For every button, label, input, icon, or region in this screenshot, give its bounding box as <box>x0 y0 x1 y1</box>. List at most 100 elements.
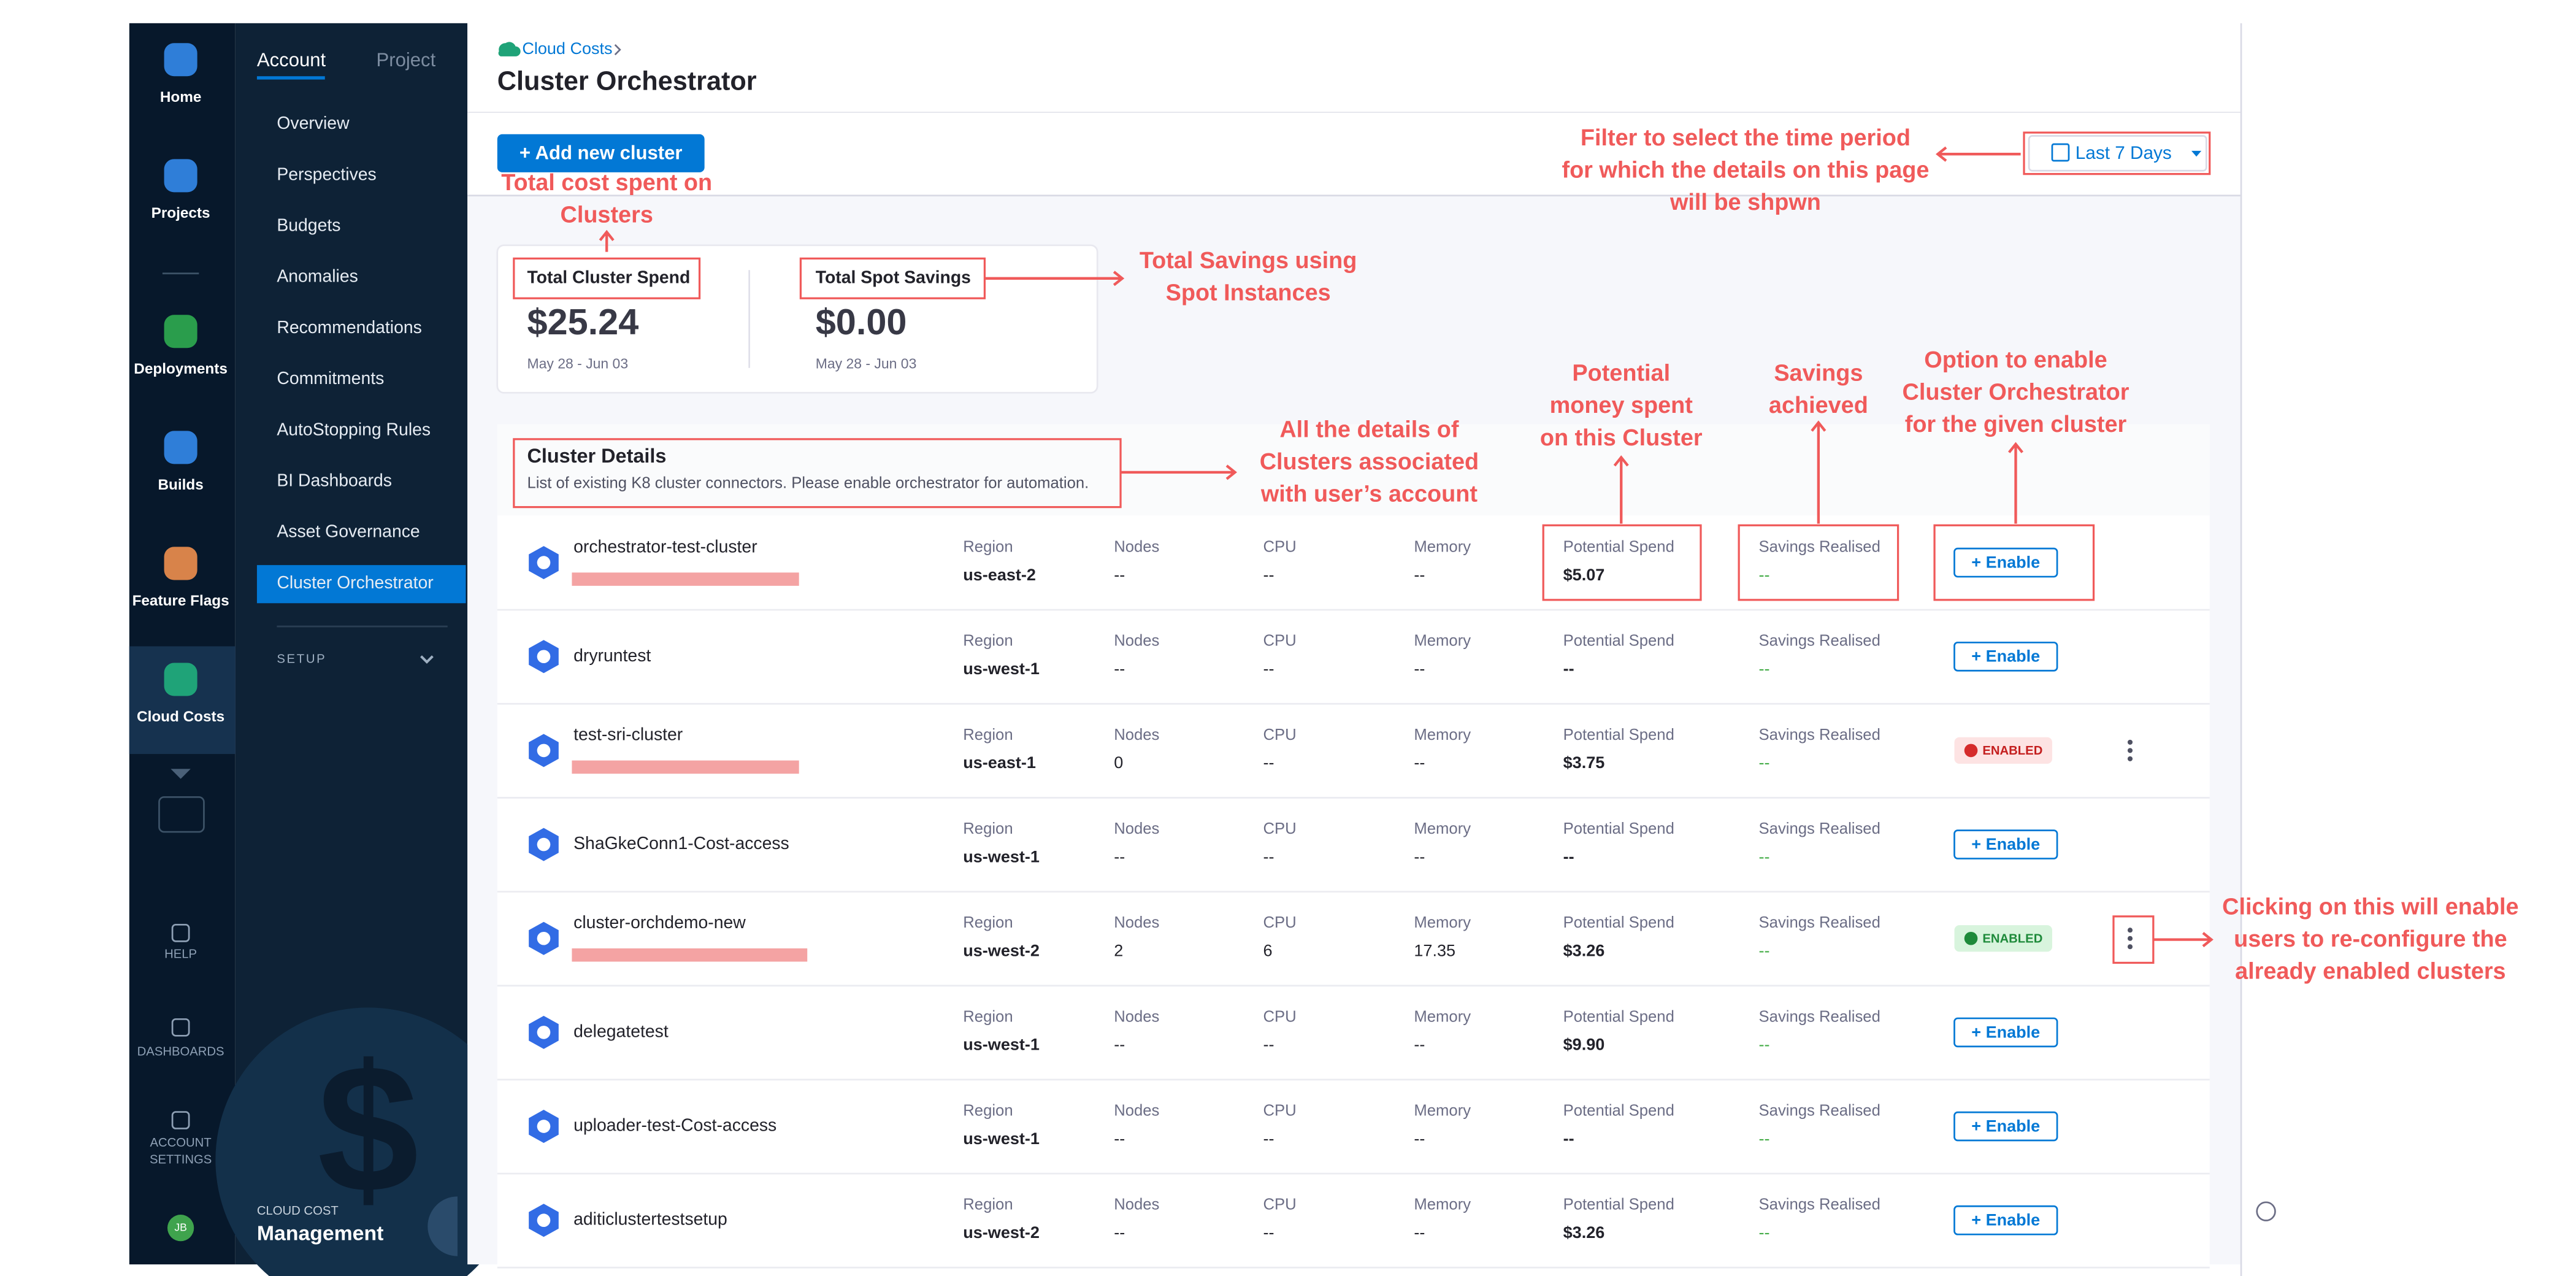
row-menu-dot[interactable] <box>2127 739 2133 745</box>
nav-label[interactable]: Builds <box>158 477 203 493</box>
cluster-name[interactable]: test-sri-cluster <box>573 725 683 745</box>
nav-label[interactable]: Feature Flags <box>132 593 229 609</box>
row-menu-dot[interactable] <box>2127 944 2133 950</box>
cell-value: -- <box>1414 659 1425 678</box>
subnav-item[interactable]: Overview <box>277 113 350 133</box>
enable-label[interactable]: + Enable <box>1971 835 2040 853</box>
subnav-section[interactable]: SETUP <box>277 652 326 666</box>
enable-label[interactable]: + Enable <box>1971 1117 2040 1136</box>
cell-value: -- <box>1114 1036 1125 1054</box>
nav-icon[interactable] <box>164 159 197 193</box>
cluster-name[interactable]: ShaGkeConn1-Cost-access <box>573 834 789 853</box>
enable-label[interactable]: + Enable <box>1971 1211 2040 1229</box>
column-label: CPU <box>1263 1008 1296 1025</box>
nav-icon[interactable] <box>171 1111 190 1129</box>
column-label: CPU <box>1263 914 1296 931</box>
row-menu-dot[interactable] <box>2127 936 2133 941</box>
subnav-item[interactable]: Recommendations <box>277 318 422 337</box>
nav-icon[interactable] <box>164 431 197 464</box>
column-label: Memory <box>1414 726 1471 744</box>
subnav-item[interactable]: Cluster Orchestrator <box>277 573 433 593</box>
annotation-arrow <box>2153 932 2214 948</box>
add-cluster-label[interactable]: + Add new cluster <box>519 142 683 163</box>
nav-label[interactable]: Deployments <box>134 361 228 377</box>
nav-label[interactable]: DASHBOARDS <box>137 1045 224 1059</box>
annotation-box <box>1933 524 2095 601</box>
module-grid[interactable] <box>158 796 205 833</box>
avatar-initials[interactable]: JB <box>174 1221 186 1233</box>
nav-label[interactable]: HELP <box>164 947 197 961</box>
cluster-row: orchestrator-test-cluster Region us-east-2… <box>497 537 2210 611</box>
column-label: Region <box>963 1196 1013 1213</box>
nav-label[interactable]: Cloud Costs <box>137 709 224 725</box>
nav-icon[interactable] <box>164 547 197 580</box>
cell-value: -- <box>1414 847 1425 866</box>
cluster-name[interactable]: aditiclustertestsetup <box>573 1210 727 1229</box>
subnav-item[interactable]: BI Dashboards <box>277 471 392 491</box>
column-label: Potential Spend <box>1563 632 1674 650</box>
enable-label[interactable]: + Enable <box>1971 1023 2040 1041</box>
enable-label[interactable]: + Enable <box>1971 553 2040 572</box>
row-menu-dot[interactable] <box>2127 748 2133 753</box>
nav-label[interactable]: Projects <box>151 205 210 221</box>
cluster-name[interactable]: orchestrator-test-cluster <box>573 537 757 556</box>
nav-icon[interactable] <box>171 923 190 942</box>
nav-label[interactable]: ACCOUNT <box>150 1136 212 1150</box>
cluster-name[interactable]: dryruntest <box>573 646 651 666</box>
cluster-icon-inner <box>537 1213 551 1228</box>
nav-icon[interactable] <box>164 43 197 77</box>
nav-label[interactable]: Home <box>160 89 202 106</box>
cluster-name[interactable]: cluster-orchdemo-new <box>573 913 746 932</box>
annotation: Total Savings using <box>1140 248 1357 274</box>
subnav-item[interactable]: Perspectives <box>277 164 376 184</box>
nav-label[interactable]: SETTINGS <box>150 1153 212 1166</box>
enable-button[interactable] <box>1953 641 2058 672</box>
cell-value: $9.90 <box>1563 1036 1605 1054</box>
column-label: Savings Realised <box>1759 1008 1880 1025</box>
add-cluster-button[interactable] <box>497 134 705 172</box>
time-filter[interactable] <box>2028 135 2207 172</box>
subnav-item[interactable]: Commitments <box>277 369 384 388</box>
column-label: Nodes <box>1114 1008 1159 1025</box>
cluster-name[interactable]: delegatetest <box>573 1021 669 1041</box>
cluster-name[interactable]: uploader-test-Cost-access <box>573 1116 776 1136</box>
cluster-row: dryruntest Region us-west-1 Nodes -- CPU -- Mem… <box>497 632 2210 705</box>
time-filter-label[interactable]: Last 7 Days <box>2076 143 2172 163</box>
calendar-icon <box>2051 143 2070 162</box>
cell-value: -- <box>1114 1129 1125 1148</box>
cell-value: -- <box>1563 847 1574 866</box>
annotation: Clicking on this will enable <box>2222 894 2518 920</box>
column-label: Region <box>963 632 1013 650</box>
subnav-item[interactable]: Budgets <box>277 216 340 236</box>
row-menu-dot[interactable] <box>2127 928 2133 933</box>
subnav-tab[interactable]: Account <box>257 49 326 71</box>
subnav-tab[interactable]: Project <box>377 49 436 71</box>
summary-card <box>496 244 1098 394</box>
enable-button[interactable] <box>1953 547 2058 578</box>
subnav-item[interactable]: Asset Governance <box>277 522 420 542</box>
cell-value: $3.26 <box>1563 942 1605 960</box>
enable-button[interactable] <box>1953 1205 2058 1236</box>
column-label: Memory <box>1414 820 1471 837</box>
nav-more[interactable] <box>171 769 191 779</box>
nav-icon[interactable] <box>164 663 197 696</box>
annotation: Clusters associated <box>1260 449 1479 475</box>
subnav-item[interactable]: Anomalies <box>277 267 358 286</box>
enable-button[interactable] <box>1953 1111 2058 1142</box>
chat-icon[interactable] <box>2256 1201 2276 1221</box>
nav-icon[interactable] <box>171 1018 190 1037</box>
subnav-item[interactable]: AutoStopping Rules <box>277 420 431 439</box>
cell-value: $3.75 <box>1563 753 1605 772</box>
annotation-arrow <box>2007 442 2023 524</box>
setup-chevron[interactable] <box>420 655 434 664</box>
nav-icon[interactable] <box>164 315 197 348</box>
column-label: Potential Spend <box>1563 726 1674 744</box>
enable-button[interactable] <box>1953 829 2058 859</box>
status-badge <box>1954 737 2052 764</box>
collapse-handle[interactable] <box>427 1196 458 1256</box>
enable-button[interactable] <box>1953 1017 2058 1048</box>
row-menu-dot[interactable] <box>2127 756 2133 761</box>
breadcrumb[interactable]: Cloud Costs <box>522 39 612 58</box>
enable-label[interactable]: + Enable <box>1971 647 2040 666</box>
avatar[interactable] <box>167 1215 194 1242</box>
